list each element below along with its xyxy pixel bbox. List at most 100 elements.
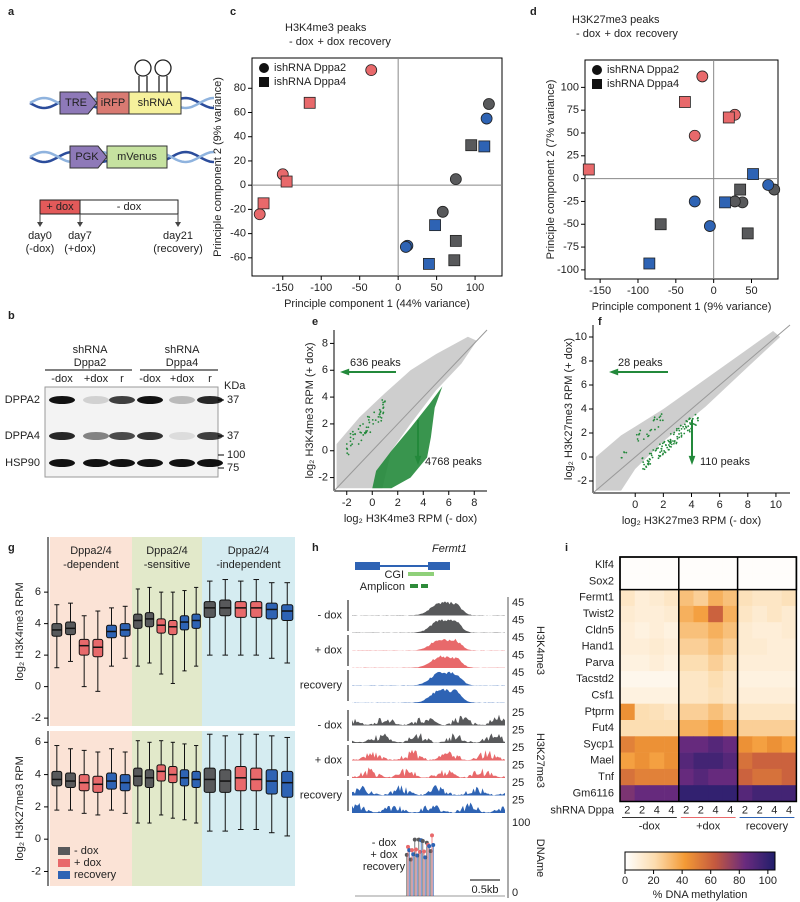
y-tick-label: 25 <box>567 150 579 162</box>
y-tick-label: -2 <box>31 712 41 724</box>
heat-cell <box>693 736 709 753</box>
heat-cell <box>708 720 724 737</box>
heat-cell <box>767 785 782 802</box>
diagonal <box>592 324 791 494</box>
changed-peak <box>647 435 649 438</box>
heat-cell <box>664 720 680 737</box>
changed-peak <box>663 440 666 443</box>
y-tick-label: 0 <box>581 451 587 463</box>
band <box>137 396 163 404</box>
box <box>265 769 278 795</box>
y-tick-label: 2 <box>322 418 328 430</box>
heat-cell <box>693 557 709 574</box>
changed-peak <box>373 411 376 414</box>
group-label: Dppa4 <box>166 357 198 369</box>
heat-cell <box>693 752 709 770</box>
heat-cell <box>678 671 694 688</box>
heat-cell <box>752 671 768 688</box>
heat-cell <box>752 703 768 721</box>
row-label: Fermt1 <box>579 592 614 604</box>
panel-label: b <box>8 310 15 322</box>
changed-peak <box>349 440 352 443</box>
heat-cell <box>737 736 753 753</box>
changed-peak <box>657 457 660 460</box>
heat-cell <box>737 671 753 688</box>
changed-peak <box>374 419 377 422</box>
changed-peak <box>380 416 383 419</box>
heat-cell <box>649 703 665 721</box>
arrow-head <box>609 368 619 376</box>
changed-peak <box>682 425 685 428</box>
heat-cell <box>722 589 738 607</box>
row-label: Csf1 <box>591 689 614 701</box>
changed-peak <box>678 429 681 432</box>
x-axis-label: log₂ H3K4me3 RPM (- dox) <box>344 513 477 525</box>
x-tick-label: 0 <box>632 499 638 511</box>
band <box>83 396 109 404</box>
point <box>483 98 495 110</box>
subtitle-part: recovery <box>349 36 392 48</box>
legend-label: ishRNA Dppa4 <box>274 76 346 88</box>
colorbar-label: % DNA methylation <box>653 889 748 901</box>
timepoint-day: day21 <box>163 230 193 242</box>
track-condition: - dox <box>318 609 343 621</box>
track-condition: + dox <box>315 754 343 766</box>
heat-cell <box>620 687 635 704</box>
changed-peak <box>381 399 384 401</box>
changed-peak <box>697 419 699 422</box>
changed-peak <box>683 432 686 435</box>
x-tick-label: -2 <box>342 497 352 509</box>
heat-cell <box>767 768 782 786</box>
heat-cell <box>767 752 782 770</box>
point-cloud <box>336 336 477 489</box>
box <box>133 613 143 629</box>
lollipop-head <box>412 837 417 842</box>
legend-symbol <box>259 77 269 87</box>
heat-cell <box>693 573 709 590</box>
annotation: 4768 peaks <box>425 456 482 468</box>
heat-cell <box>678 638 694 656</box>
heat-cell <box>664 589 680 607</box>
changed-peak <box>360 431 363 434</box>
column-label: 2 <box>683 804 689 816</box>
subtitle-part: - dox <box>576 28 601 40</box>
track-scale: 25 <box>512 724 524 736</box>
row-label: DPPA4 <box>5 430 40 442</box>
point <box>480 112 493 125</box>
heat-cell <box>767 622 782 639</box>
changed-peak <box>661 419 664 422</box>
construct-label: shRNA <box>138 97 174 109</box>
y-tick-label: 4 <box>35 769 41 781</box>
group-background <box>50 537 132 726</box>
band <box>197 459 223 467</box>
heat-cell <box>664 785 680 802</box>
phase-label: - dox <box>117 201 142 213</box>
changed-peak <box>654 449 657 452</box>
heat-cell <box>708 671 724 688</box>
heat-cell <box>752 687 768 704</box>
changed-peak <box>372 422 375 425</box>
timepoint-day: day0 <box>28 230 52 242</box>
hairpin <box>138 76 148 92</box>
colorbar-tick-label: 0 <box>622 875 628 887</box>
coverage-track <box>352 601 505 616</box>
legend-swatch <box>58 871 70 879</box>
changed-peak <box>658 416 661 419</box>
coverage-track <box>352 638 505 651</box>
y-tick-label: 6 <box>35 736 41 748</box>
track-scale: 45 <box>512 632 524 644</box>
heat-cell <box>737 654 753 672</box>
heat-cell <box>722 622 738 639</box>
heat-cell <box>634 638 650 656</box>
panel-label: f <box>598 316 602 328</box>
heat-cell <box>708 638 724 656</box>
box <box>203 767 216 793</box>
changed-peak <box>648 452 651 455</box>
heat-cell <box>664 622 680 639</box>
changed-peak <box>382 406 385 409</box>
heat-cell <box>722 654 738 672</box>
heat-cell <box>708 557 724 574</box>
changed-peak <box>647 462 650 465</box>
lollipop-head <box>406 844 410 849</box>
